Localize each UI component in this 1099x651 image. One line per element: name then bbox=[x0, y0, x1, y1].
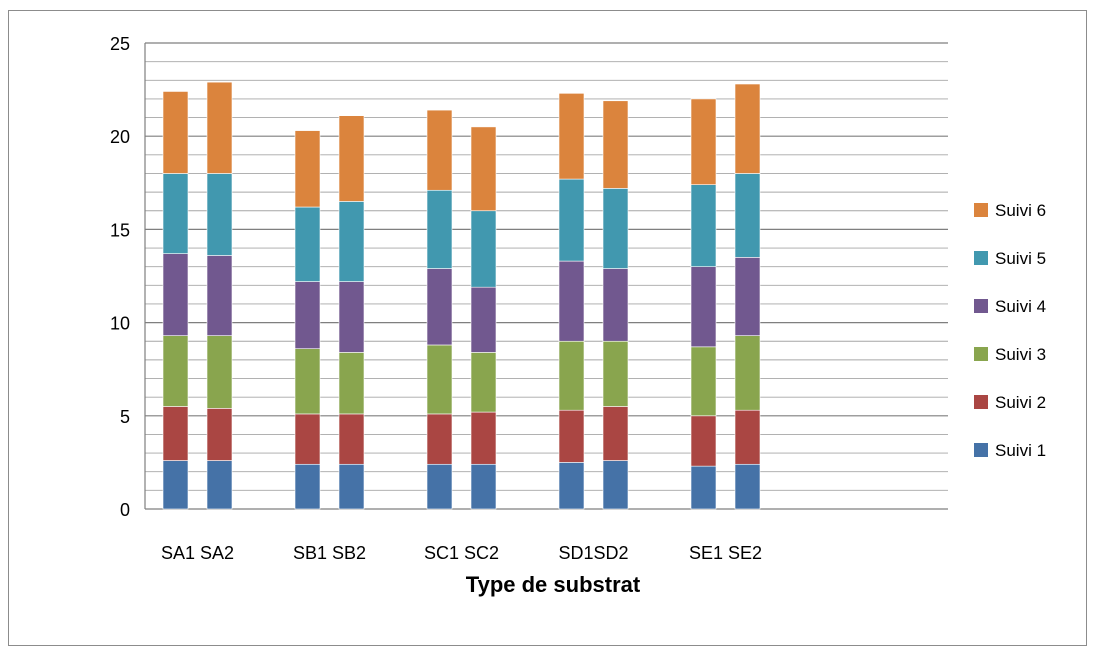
y-tick-label: 10 bbox=[110, 314, 130, 334]
legend-swatch bbox=[974, 395, 988, 409]
bar-segment bbox=[338, 413, 365, 465]
x-category-label: SD1SD2 bbox=[558, 543, 628, 563]
legend-swatch bbox=[974, 299, 988, 313]
bar-segment bbox=[206, 408, 233, 461]
y-tick-label: 5 bbox=[120, 407, 130, 427]
bar-segment bbox=[690, 184, 717, 267]
bar-segment bbox=[206, 460, 233, 510]
bar-segment bbox=[162, 335, 189, 407]
bar-segment bbox=[162, 460, 189, 510]
bar-segment bbox=[602, 460, 629, 510]
y-tick-label: 0 bbox=[120, 500, 130, 520]
bar-segment bbox=[206, 173, 233, 256]
bar-segment bbox=[294, 281, 321, 349]
bar-segment bbox=[734, 173, 761, 258]
bar-segment bbox=[294, 130, 321, 208]
x-axis-title: Type de substrat bbox=[466, 572, 641, 597]
bar-segment bbox=[558, 340, 585, 411]
legend-label: Suivi 4 bbox=[995, 297, 1046, 316]
bar-segment bbox=[734, 335, 761, 411]
bar-segment bbox=[426, 189, 453, 269]
bar-segment bbox=[558, 93, 585, 180]
bar-segment bbox=[294, 463, 321, 510]
bar-segment bbox=[162, 406, 189, 461]
bar-segment bbox=[558, 178, 585, 262]
y-tick-label: 15 bbox=[110, 220, 130, 240]
bar-segment bbox=[426, 463, 453, 510]
bar-segment bbox=[426, 344, 453, 415]
x-category-label: SE1 SE2 bbox=[689, 543, 762, 563]
bar-segment bbox=[162, 91, 189, 174]
gridlines bbox=[144, 42, 948, 510]
legend-swatch bbox=[974, 251, 988, 265]
bar-segment bbox=[338, 115, 365, 202]
bar-segment bbox=[426, 268, 453, 346]
bar-segment bbox=[426, 413, 453, 465]
legend-label: Suivi 1 bbox=[995, 441, 1046, 460]
x-category-label: SA1 SA2 bbox=[161, 543, 234, 563]
y-tick-label: 25 bbox=[110, 34, 130, 54]
y-tick-label: 20 bbox=[110, 127, 130, 147]
legend-label: Suivi 5 bbox=[995, 249, 1046, 268]
bar-segment bbox=[602, 340, 629, 407]
legend-swatch bbox=[974, 347, 988, 361]
legend-label: Suivi 3 bbox=[995, 345, 1046, 364]
bar-segment bbox=[294, 348, 321, 415]
legend-label: Suivi 2 bbox=[995, 393, 1046, 412]
bar-segment bbox=[690, 465, 717, 510]
bar-segment bbox=[338, 352, 365, 415]
x-category-label: SC1 SC2 bbox=[424, 543, 499, 563]
bar-segment bbox=[470, 463, 497, 510]
bar-segment bbox=[162, 173, 189, 254]
x-axis-categories: SA1 SA2 SB1 SB2 SC1 SC2 SD1SD2 SE1 SE2 bbox=[161, 543, 762, 563]
bar-segment bbox=[294, 413, 321, 465]
legend: Suivi 6 Suivi 5 Suivi 4 Suivi 3 Suivi 2 Suivi… bbox=[974, 201, 1046, 460]
legend-label: Suivi 6 bbox=[995, 201, 1046, 220]
bar-segment bbox=[734, 257, 761, 336]
bar-segment bbox=[206, 255, 233, 336]
bar-segment bbox=[558, 462, 585, 510]
bar-segment bbox=[470, 352, 497, 413]
bar-segment bbox=[690, 346, 717, 417]
bar-segment bbox=[470, 286, 497, 353]
bar-segment bbox=[558, 260, 585, 342]
legend-swatch bbox=[974, 203, 988, 217]
bar-segment bbox=[206, 335, 233, 409]
bar-segment bbox=[734, 83, 761, 174]
bar-segment bbox=[690, 415, 717, 467]
bar-segment bbox=[602, 268, 629, 342]
bar-segment bbox=[734, 409, 761, 465]
bar-segment bbox=[602, 188, 629, 269]
bar-segment bbox=[558, 409, 585, 463]
bar-segment bbox=[602, 406, 629, 461]
bar-segment bbox=[426, 109, 453, 191]
bar-segment bbox=[338, 201, 365, 282]
bar-segment bbox=[690, 98, 717, 185]
legend-swatch bbox=[974, 443, 988, 457]
bars bbox=[162, 81, 761, 510]
bar-segment bbox=[338, 281, 365, 353]
bar-segment bbox=[470, 411, 497, 465]
bar-segment bbox=[602, 100, 629, 189]
bar-segment bbox=[294, 206, 321, 282]
bar-segment bbox=[734, 463, 761, 510]
bar-segment bbox=[690, 266, 717, 348]
bar-segment bbox=[338, 463, 365, 510]
y-axis-ticks: 0 5 10 15 20 25 bbox=[110, 34, 130, 520]
bar-segment bbox=[206, 81, 233, 174]
bar-segment bbox=[162, 253, 189, 336]
x-category-label: SB1 SB2 bbox=[293, 543, 366, 563]
bar-segment bbox=[470, 210, 497, 288]
bar-segment bbox=[470, 126, 497, 212]
